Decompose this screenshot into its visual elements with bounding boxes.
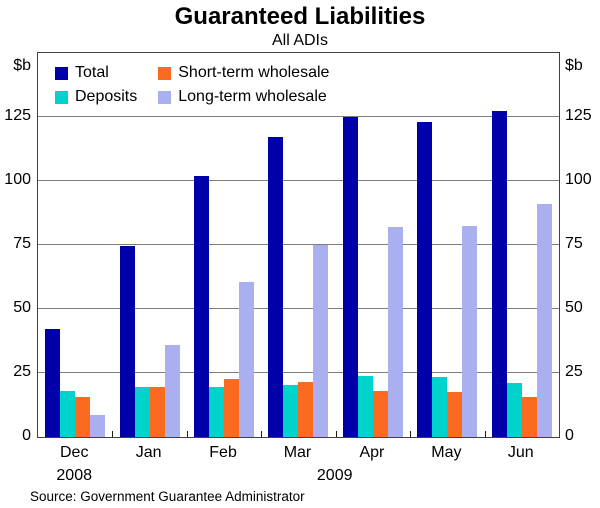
bar-short-term-wholesale <box>447 392 463 437</box>
bar-deposits <box>209 387 225 437</box>
x-tick-label: Apr <box>359 444 385 461</box>
bar-group-dec <box>38 53 112 437</box>
chart-legend: Total Deposits Short-term wholesale Long-te… <box>55 64 329 106</box>
legend-item-total: Total <box>55 64 137 82</box>
y-axis-unit-left: $b <box>13 57 31 74</box>
bar-group-apr <box>336 53 410 437</box>
bar-group-mar <box>261 53 335 437</box>
x-tick-label: Mar <box>283 444 312 461</box>
bar-short-term-wholesale <box>224 379 240 437</box>
y-tick-label-right: 0 <box>565 427 574 444</box>
x-axis-tick <box>335 431 337 437</box>
legend-label: Long-term wholesale <box>178 88 327 105</box>
bar-short-term-wholesale <box>372 390 388 437</box>
y-tick-label-left: 100 <box>4 171 31 188</box>
chart-title: Guaranteed Liabilities <box>174 3 426 30</box>
legend-label: Short-term wholesale <box>178 64 330 81</box>
bar-long-term-wholesale <box>164 344 180 437</box>
y-tick-label-right: 75 <box>565 235 583 252</box>
bar-total <box>194 175 210 437</box>
legend-swatch-icon <box>158 90 172 104</box>
year-label-2009: 2009 <box>316 467 353 484</box>
x-tick-label: Dec <box>59 444 89 461</box>
x-axis-tick <box>484 431 486 437</box>
bar-deposits <box>60 390 76 437</box>
legend-item-short-term-wholesale: Short-term wholesale <box>158 64 329 82</box>
legend-swatch-icon <box>158 66 172 80</box>
bar-long-term-wholesale <box>239 282 255 437</box>
bar-long-term-wholesale <box>90 415 106 437</box>
bar-short-term-wholesale <box>149 387 165 437</box>
bar-group-feb <box>187 53 261 437</box>
bar-long-term-wholesale <box>536 204 552 437</box>
bar-short-term-wholesale <box>521 397 537 437</box>
bar-total <box>417 122 433 437</box>
legend-label: Deposits <box>75 88 138 105</box>
gridline <box>38 372 559 373</box>
legend-swatch-icon <box>55 66 68 80</box>
bar-total <box>45 329 61 437</box>
chart-subtitle: All ADIs <box>271 32 328 49</box>
gridline <box>38 116 559 117</box>
bar-short-term-wholesale <box>298 381 314 437</box>
bar-short-term-wholesale <box>75 397 91 437</box>
x-tick-label: Feb <box>209 444 237 461</box>
y-axis-unit-right: $b <box>565 57 583 74</box>
y-tick-label-right: 50 <box>565 299 583 316</box>
x-axis-tick <box>410 431 412 437</box>
bar-long-term-wholesale <box>313 245 329 437</box>
legend-item-long-term-wholesale: Long-term wholesale <box>158 88 329 106</box>
bar-long-term-wholesale <box>462 225 478 437</box>
x-tick-label: May <box>431 444 462 461</box>
bar-deposits <box>432 376 448 437</box>
year-label-2008: 2008 <box>56 467 92 484</box>
bar-deposits <box>357 375 373 437</box>
legend-item-deposits: Deposits <box>55 88 137 106</box>
bar-deposits <box>134 387 150 437</box>
x-axis-tick <box>186 431 188 437</box>
legend-swatch-icon <box>55 90 68 104</box>
x-tick-label: Jan <box>135 444 162 461</box>
bar-deposits <box>283 384 299 437</box>
bar-long-term-wholesale <box>387 227 403 437</box>
bar-group-may <box>410 53 484 437</box>
y-tick-label-left: 50 <box>13 299 31 316</box>
y-tick-label-right: 125 <box>565 107 592 124</box>
bar-total <box>491 110 507 437</box>
bar-group-jan <box>112 53 186 437</box>
y-tick-label-left: 125 <box>4 107 31 124</box>
y-tick-label-left: 0 <box>22 427 31 444</box>
x-axis-tick <box>261 431 263 437</box>
x-axis-tick <box>112 431 114 437</box>
bar-total <box>268 137 284 437</box>
bar-group-jun <box>485 53 559 437</box>
bar-deposits <box>506 383 522 437</box>
source-note: Source: Government Guarantee Administrat… <box>30 489 305 504</box>
y-tick-label-right: 100 <box>565 171 592 188</box>
y-tick-label-left: 75 <box>13 235 31 252</box>
gridline <box>38 308 559 309</box>
x-tick-label: Jun <box>507 444 534 461</box>
bar-total <box>342 117 358 437</box>
plot-area: Total Deposits Short-term wholesale Long-te… <box>37 52 560 438</box>
gridline <box>38 244 559 245</box>
bar-total <box>119 246 135 437</box>
y-tick-label-left: 25 <box>13 363 31 380</box>
y-tick-label-right: 25 <box>565 363 583 380</box>
legend-label: Total <box>75 64 109 81</box>
gridline <box>38 180 559 181</box>
